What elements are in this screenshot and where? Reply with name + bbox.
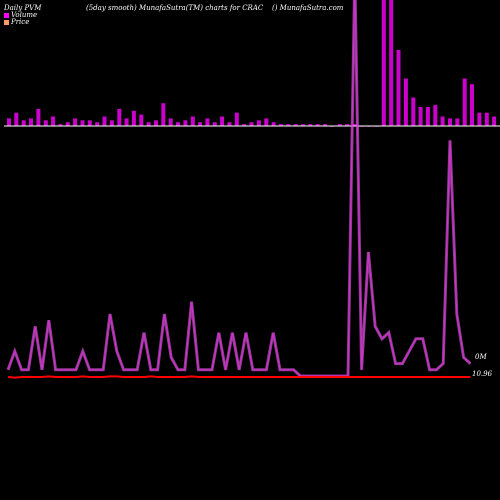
chart-title: Daily PVM bbox=[4, 4, 42, 12]
volume-bar bbox=[256, 120, 261, 126]
volume-bar bbox=[462, 78, 467, 126]
volume-bar bbox=[212, 122, 217, 126]
volume-bar bbox=[278, 124, 283, 126]
volume-bar bbox=[323, 124, 328, 126]
volume-bar bbox=[117, 108, 122, 126]
volume-bar bbox=[183, 120, 188, 126]
volume-bar bbox=[102, 116, 107, 126]
price-line bbox=[7, 375, 471, 379]
legend-item-price: Price bbox=[4, 18, 29, 26]
volume-bar bbox=[176, 122, 180, 126]
volume-bar bbox=[484, 112, 489, 126]
volume-bar bbox=[7, 118, 11, 126]
volume-bar bbox=[411, 97, 416, 126]
volume-bar bbox=[308, 124, 313, 126]
chart-subtitle: (5day smooth) MunafaSutra(TM) charts for… bbox=[86, 4, 264, 12]
volume-bar bbox=[234, 112, 239, 126]
price-swatch-icon bbox=[4, 19, 9, 25]
right-label-volume: 0M bbox=[475, 353, 487, 361]
volume-bar bbox=[139, 114, 144, 126]
volume-bar bbox=[51, 116, 56, 126]
volume-bar bbox=[425, 107, 430, 126]
volume-bar bbox=[337, 124, 342, 126]
volume-bar bbox=[301, 124, 305, 126]
volume-bar bbox=[220, 116, 225, 126]
volume-bar bbox=[470, 84, 474, 126]
volume-bar bbox=[286, 124, 291, 126]
legend-label-volume: Volume bbox=[11, 11, 38, 19]
legend-label-price: Price bbox=[11, 18, 30, 26]
volume-bar bbox=[161, 103, 166, 126]
volume-bar bbox=[205, 118, 210, 126]
volume-bar bbox=[477, 112, 482, 126]
volume-bar bbox=[29, 118, 33, 126]
volume-bar bbox=[448, 118, 452, 126]
volume-bar bbox=[440, 116, 445, 126]
volume-bars bbox=[7, 0, 497, 127]
volume-bar bbox=[21, 120, 26, 126]
volume-bar bbox=[403, 78, 408, 126]
volume-bar bbox=[293, 124, 298, 126]
volume-bar bbox=[95, 122, 100, 126]
volume-bar bbox=[352, 124, 357, 126]
volume-bar bbox=[190, 116, 195, 126]
volume-bar bbox=[381, 0, 386, 126]
volume-line-group bbox=[6, 0, 472, 378]
volume-bar bbox=[58, 124, 63, 126]
volume-bar bbox=[249, 122, 254, 126]
volume-bar bbox=[36, 108, 41, 126]
volume-bar bbox=[131, 110, 136, 126]
volume-bar bbox=[80, 120, 85, 126]
volume-bar bbox=[65, 122, 70, 126]
volume-bar bbox=[345, 124, 350, 126]
volume-bar bbox=[389, 0, 394, 126]
volume-bar bbox=[198, 122, 203, 126]
volume-bar bbox=[146, 122, 151, 126]
volume-bar bbox=[315, 124, 320, 126]
volume-line-glow bbox=[6, 0, 472, 378]
price-line-group bbox=[7, 375, 471, 379]
site-credit: () MunafaSutra.com bbox=[272, 4, 344, 12]
volume-bar bbox=[227, 122, 232, 126]
volume-bar bbox=[418, 107, 423, 126]
volume-bar bbox=[168, 118, 173, 126]
volume-bar bbox=[87, 120, 92, 126]
volume-line bbox=[7, 0, 471, 377]
legend-item-volume: Volume bbox=[4, 11, 37, 19]
volume-bar bbox=[396, 50, 401, 126]
right-label-price: 10.96 bbox=[472, 370, 493, 378]
volume-bar bbox=[433, 105, 438, 126]
volume-bar bbox=[73, 118, 78, 126]
volume-bar bbox=[242, 124, 247, 126]
volume-bar bbox=[109, 120, 114, 126]
volume-swatch-icon bbox=[4, 12, 9, 18]
volume-bar bbox=[124, 118, 129, 126]
volume-bar bbox=[43, 120, 48, 126]
volume-bar bbox=[455, 118, 460, 126]
volume-bar bbox=[154, 120, 158, 126]
volume-bar bbox=[264, 118, 269, 126]
volume-bar bbox=[271, 122, 276, 126]
volume-bar bbox=[14, 112, 19, 126]
volume-bar bbox=[492, 116, 497, 126]
